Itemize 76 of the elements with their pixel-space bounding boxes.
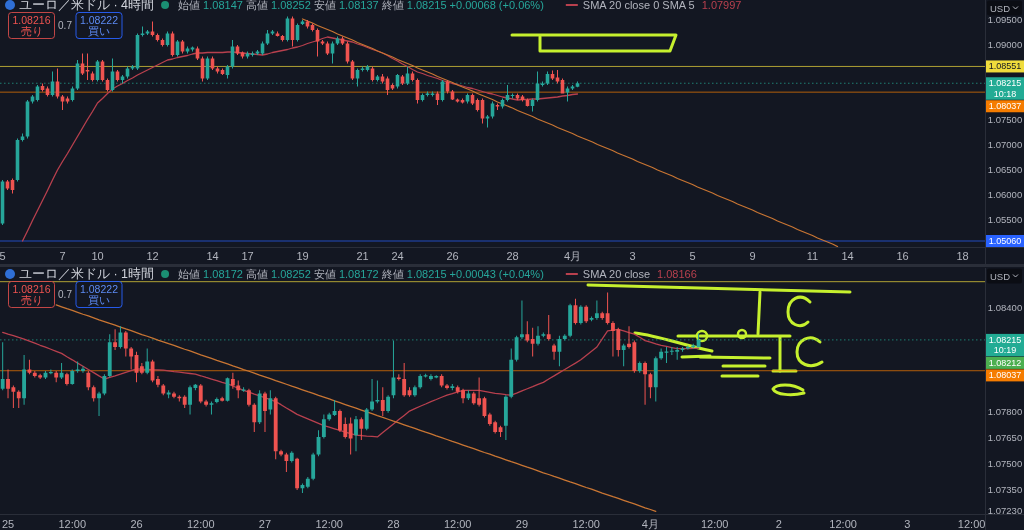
x-tick-label: 12:00 — [58, 518, 87, 530]
x-tick-label: 28 — [387, 518, 400, 530]
currency: USD — [990, 270, 1011, 282]
x-tick-label: 26 — [446, 250, 459, 262]
legend-value: 1.07997 — [701, 0, 742, 11]
y-tick-label: 1.07230 — [987, 505, 1023, 517]
x-tick-label: 24 — [391, 250, 404, 262]
ref-line-label: 1.08037 — [988, 370, 1022, 381]
buy-label: 買い — [88, 25, 110, 37]
x-tick-label: 5 — [689, 250, 696, 262]
x-tick-label: 25 — [1, 518, 15, 530]
x-tick-label: 10 — [91, 250, 104, 262]
y-tick-label: 1.07650 — [987, 432, 1023, 444]
x-tick-label: 12:00 — [187, 518, 215, 530]
x-tick-label: 12:00 — [957, 518, 986, 530]
y-tick-label: 1.07500 — [987, 458, 1023, 470]
x-tick-label: 12:00 — [829, 518, 857, 530]
x-tick-label: 2 — [775, 518, 782, 530]
x-tick-label: 27 — [258, 518, 272, 530]
y-tick-label: 1.07350 — [987, 484, 1023, 496]
x-tick-label: 7 — [59, 250, 66, 262]
ref-line-label: 1.05060 — [988, 236, 1022, 246]
x-tick-label: 21 — [356, 250, 369, 262]
x-tick-label: 18 — [956, 250, 969, 262]
x-tick-label: 5 — [0, 250, 6, 262]
y-tick-label: 1.07500 — [987, 113, 1023, 125]
x-tick-label: 17 — [241, 250, 254, 262]
y-tick-label: 1.07800 — [987, 406, 1023, 418]
y-tick-label: 1.06000 — [987, 188, 1023, 200]
legend-value: 1.08166 — [657, 268, 697, 280]
x-tick-label: 9 — [749, 250, 756, 262]
x-tick-label: 3 — [904, 518, 911, 530]
sell-label: 売り — [20, 25, 43, 37]
y-tick-label: 1.06500 — [987, 163, 1023, 175]
x-tick-label: 3 — [629, 250, 636, 262]
x-tick-label: 12:00 — [572, 518, 600, 530]
ref-line-label: 10:18 — [993, 88, 1017, 99]
x-tick-label: 12:00 — [443, 518, 472, 530]
y-tick-label: 1.07000 — [987, 138, 1023, 150]
x-tick-label: 4月 — [641, 518, 659, 530]
x-tick-label: 4月 — [563, 250, 582, 262]
subtitle: 始値 1.08172 高値 1.08252 安値 1.08172 終値 1.08215 +0.00043 (+0.04%) — [178, 268, 544, 280]
ref-line-label: 1.08037 — [988, 101, 1022, 112]
legend-label: SMA 20 close — [582, 268, 651, 280]
spread: 0.7 — [58, 19, 72, 31]
y-tick-label: 1.09000 — [987, 38, 1023, 50]
buy-label: 買い — [88, 294, 110, 306]
buy-price: 1.08222 — [80, 282, 118, 295]
ref-line-label: 10:19 — [993, 345, 1017, 356]
x-tick-label: 26 — [130, 518, 143, 530]
sell-price: 1.08216 — [12, 282, 51, 295]
y-tick-label: 1.08400 — [987, 302, 1023, 314]
ref-line-label: 1.08551 — [988, 61, 1022, 72]
x-tick-label: 14 — [841, 250, 854, 262]
currency: USD — [990, 2, 1011, 14]
x-tick-label: 29 — [515, 518, 529, 530]
price-note: 1.08212 — [988, 357, 1022, 368]
x-tick-label: 11 — [806, 250, 819, 262]
x-tick-label: 12 — [146, 250, 159, 262]
buy-price: 1.08222 — [80, 13, 118, 26]
x-tick-label: 12:00 — [700, 518, 729, 530]
chart-title: ユーロ／米ドル · 1時間 — [19, 267, 155, 281]
ref-line-label: 1.08215 — [988, 334, 1022, 345]
x-tick-label: 14 — [206, 250, 219, 262]
x-tick-label: 12:00 — [315, 518, 343, 530]
y-tick-label: 1.09500 — [987, 13, 1023, 25]
sell-price: 1.08216 — [12, 13, 51, 26]
ref-line-label: 1.08215 — [988, 78, 1022, 89]
x-tick-label: 19 — [296, 250, 309, 262]
x-tick-label: 28 — [506, 250, 519, 262]
legend-label: SMA 20 close 0 SMA 5 — [582, 0, 695, 11]
subtitle: 始値 1.08147 高値 1.08252 安値 1.08137 終値 1.08215 +0.00068 (+0.06%) — [178, 0, 544, 11]
y-tick-label: 1.05500 — [987, 213, 1023, 225]
spread: 0.7 — [58, 288, 72, 300]
x-tick-label: 16 — [896, 250, 909, 262]
sell-label: 売り — [20, 294, 43, 306]
